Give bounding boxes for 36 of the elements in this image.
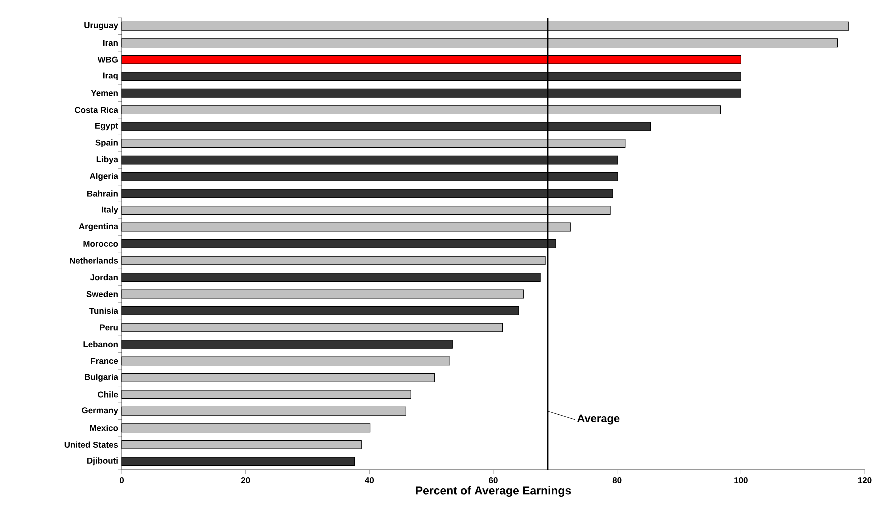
x-tick-label: 40 (365, 478, 374, 484)
x-tick-label: 0 (120, 478, 124, 484)
y-tick-label: Netherlands (70, 258, 118, 264)
y-tick-label: Tunisia (90, 308, 119, 314)
y-tick-label: Jordan (90, 274, 118, 281)
y-tick-label: Iraq (104, 72, 118, 80)
x-axis-title: Percent of Average Earnings (416, 486, 572, 498)
y-tick-label: WBG (98, 56, 118, 63)
y-tick-label: Egypt (96, 123, 118, 131)
x-tick-label: 60 (489, 478, 498, 484)
y-tick-label: Djibouti (88, 458, 118, 466)
y-tick-label: Chile (98, 392, 118, 398)
y-tick-label: Mexico (90, 425, 118, 432)
y-tick-label: Morocco (84, 241, 118, 247)
x-tick-label: 120 (858, 478, 872, 484)
y-tick-label: Bahrain (88, 190, 118, 197)
y-tick-label: Uruguay (84, 22, 118, 30)
y-tick-label: Libya (96, 156, 119, 164)
x-tick-label: 100 (734, 478, 748, 484)
y-tick-label: Sweden (86, 291, 118, 298)
y-tick-label: Algeria (90, 173, 119, 182)
x-tick-label: 80 (612, 478, 622, 484)
y-tick-label: Costa Rica (75, 106, 119, 114)
y-tick-label: Bulgaria (85, 374, 119, 382)
x-tick-label: 20 (241, 478, 250, 484)
y-tick-label: France (91, 358, 118, 364)
y-tick-label: Iran (104, 40, 118, 46)
y-tick-label: Argentina (79, 223, 119, 232)
y-tick-label: Peru (100, 324, 118, 331)
y-tick-label: Yemen (91, 90, 118, 96)
y-tick-label: Germany (82, 408, 118, 416)
y-tick-label: United States (64, 442, 118, 448)
y-tick-label: Spain (96, 140, 118, 148)
y-tick-label: Italy (102, 206, 118, 214)
y-tick-label: Lebanon (84, 341, 118, 348)
ref-line-label: Average (578, 414, 620, 425)
